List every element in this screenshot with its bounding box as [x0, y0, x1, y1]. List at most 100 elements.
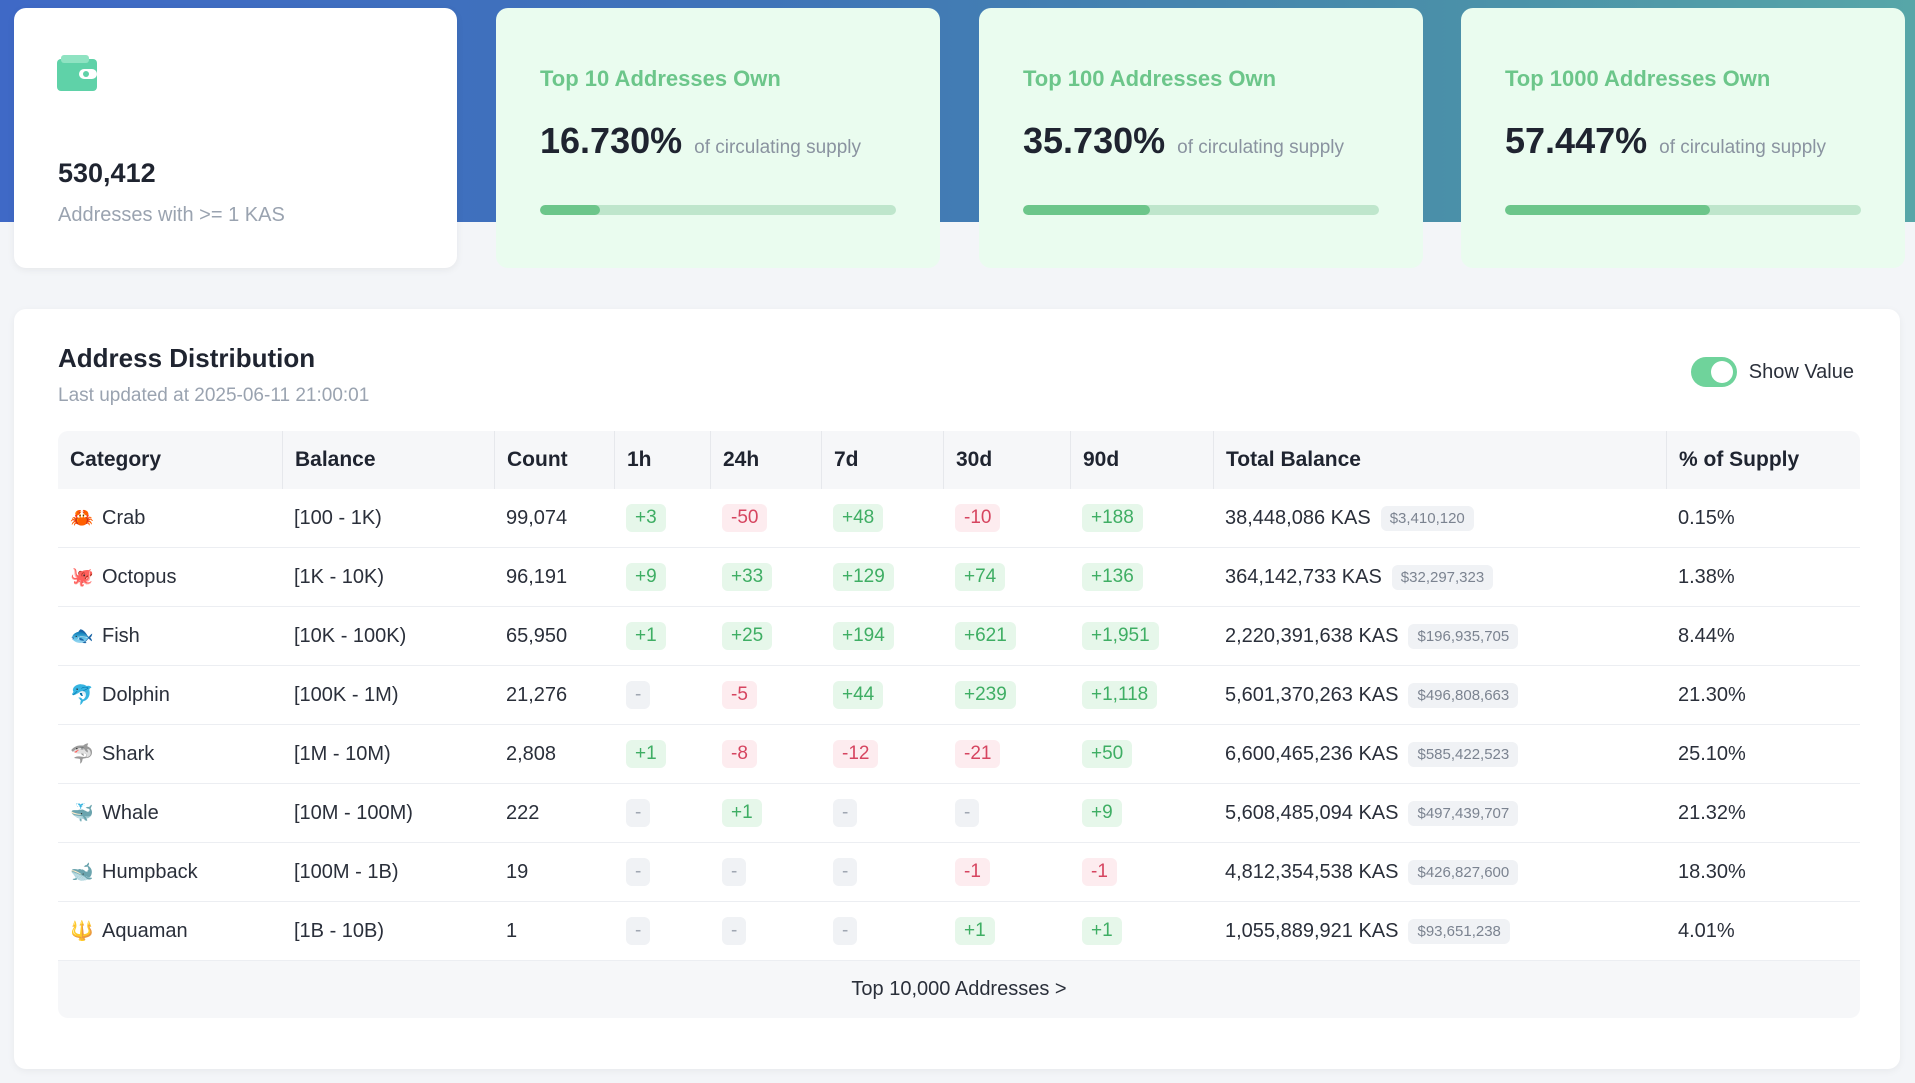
shark-icon: 🦈: [70, 744, 94, 765]
cell-d7: +194: [821, 622, 943, 650]
header-24h[interactable]: 24h: [710, 431, 821, 489]
header-total-balance[interactable]: Total Balance: [1213, 431, 1666, 489]
cell-balance: [100K - 1M): [294, 683, 399, 706]
usd-value-badge: $496,808,663: [1408, 682, 1519, 708]
cell-d90: -1: [1070, 858, 1213, 886]
address-count-card: 530,412 Addresses with >= 1 KAS: [14, 8, 457, 268]
cell-h1: +9: [614, 563, 710, 591]
top1000-value: 57.447% of circulating supply: [1505, 120, 1826, 162]
change-badge: +239: [955, 681, 1016, 709]
cell-d90: +1: [1070, 917, 1213, 945]
cell-d90: +1,118: [1070, 681, 1213, 709]
cell-count: 21,276: [506, 683, 568, 706]
cell-d90: +9: [1070, 799, 1213, 827]
cell-h24: -5: [710, 681, 821, 709]
change-badge: +44: [833, 681, 884, 709]
usd-value-badge: $3,410,120: [1380, 505, 1474, 531]
change-badge: +50: [1082, 740, 1133, 768]
category-label: Dolphin: [102, 683, 170, 706]
category-label: Aquaman: [102, 919, 188, 942]
cell-count: 65,950: [506, 624, 568, 647]
cell-total: 38,448,086 KAS $3,410,120: [1213, 505, 1666, 531]
cell-count: 2,808: [506, 742, 557, 765]
category-label: Crab: [102, 506, 146, 529]
cell-h1: -: [614, 799, 710, 827]
usd-value-badge: $497,439,707: [1408, 800, 1519, 826]
cell-d90: +136: [1070, 563, 1213, 591]
cell-pct: 1.38%: [1678, 565, 1735, 588]
cell-d30: -21: [943, 740, 1070, 768]
cell-d7: -12: [821, 740, 943, 768]
cell-d30: -1: [943, 858, 1070, 886]
total-balance-kas: 2,220,391,638 KAS: [1225, 624, 1399, 647]
header-90d[interactable]: 90d: [1070, 431, 1213, 489]
category-label: Octopus: [102, 565, 177, 588]
cell-count: 19: [506, 860, 529, 883]
header-balance[interactable]: Balance: [282, 431, 494, 489]
change-badge: +1,951: [1082, 622, 1159, 650]
cell-d7: +129: [821, 563, 943, 591]
top1000-card: Top 1000 Addresses Own 57.447% of circul…: [1461, 8, 1905, 268]
show-value-label[interactable]: Show Value: [1748, 360, 1854, 383]
change-badge: +3: [626, 504, 666, 532]
header-30d[interactable]: 30d: [943, 431, 1070, 489]
change-badge: -1: [955, 858, 990, 886]
top100-subtext: of circulating supply: [1177, 137, 1344, 158]
change-badge: +48: [833, 504, 884, 532]
cell-category: 🐳 Whale: [58, 801, 282, 825]
header-7d[interactable]: 7d: [821, 431, 943, 489]
address-distribution-panel: Address Distribution Last updated at 202…: [14, 309, 1900, 1069]
change-badge: -: [833, 858, 858, 886]
last-updated: Last updated at 2025-06-11 21:00:01: [58, 385, 370, 406]
header-category[interactable]: Category: [70, 448, 162, 471]
header-1h[interactable]: 1h: [614, 431, 710, 489]
cell-balance: [10K - 100K): [294, 624, 407, 647]
table-row: 🐬 Dolphin [100K - 1M) 21,276 - -5 +44 +239 +1,11…: [58, 666, 1860, 725]
address-count: 530,412: [58, 158, 156, 188]
cell-d30: +74: [943, 563, 1070, 591]
cell-d30: +239: [943, 681, 1070, 709]
cell-d30: +621: [943, 622, 1070, 650]
show-value-toggle-group: Show Value: [1690, 357, 1854, 387]
total-balance-kas: 5,608,485,094 KAS: [1225, 801, 1399, 824]
change-badge: -: [626, 917, 651, 945]
humpback-icon: 🐋: [70, 862, 94, 883]
top-10000-addresses-link[interactable]: Top 10,000 Addresses >: [58, 961, 1860, 1018]
cell-total: 6,600,465,236 KAS $585,422,523: [1213, 741, 1666, 767]
wallet-icon: [57, 55, 97, 91]
usd-value-badge: $585,422,523: [1408, 741, 1519, 767]
fish-icon: 🐟: [70, 626, 94, 647]
cell-d90: +50: [1070, 740, 1213, 768]
cell-category: 🦈 Shark: [58, 742, 282, 766]
header-count[interactable]: Count: [494, 431, 614, 489]
top100-progress-bar: [1023, 205, 1379, 215]
cell-category: 🐙 Octopus: [58, 565, 282, 589]
category-label: Fish: [102, 624, 140, 647]
cell-h24: +33: [710, 563, 821, 591]
usd-value-badge: $196,935,705: [1408, 623, 1519, 649]
change-badge: +1: [626, 622, 666, 650]
dolphin-icon: 🐬: [70, 685, 94, 706]
cell-d7: +48: [821, 504, 943, 532]
cell-h1: -: [614, 858, 710, 886]
change-badge: +33: [722, 563, 773, 591]
cell-h24: -: [710, 858, 821, 886]
change-badge: +194: [833, 622, 894, 650]
change-badge: -8: [722, 740, 757, 768]
cell-d30: -10: [943, 504, 1070, 532]
header-percent-supply[interactable]: % of Supply: [1666, 431, 1860, 489]
cell-h1: -: [614, 917, 710, 945]
cell-total: 1,055,889,921 KAS $93,651,238: [1213, 918, 1666, 944]
cell-d7: -: [821, 858, 943, 886]
cell-h24: +1: [710, 799, 821, 827]
top10-percent: 16.730%: [540, 120, 683, 161]
cell-pct: 25.10%: [1678, 742, 1746, 765]
usd-value-badge: $426,827,600: [1408, 859, 1519, 885]
change-badge: +188: [1082, 504, 1143, 532]
top10-card: Top 10 Addresses Own 16.730% of circulat…: [496, 8, 940, 268]
change-badge: -: [722, 858, 747, 886]
cell-balance: [100 - 1K): [294, 506, 382, 529]
total-balance-kas: 38,448,086 KAS: [1225, 506, 1371, 529]
show-value-toggle[interactable]: [1690, 357, 1737, 387]
cell-h24: +25: [710, 622, 821, 650]
